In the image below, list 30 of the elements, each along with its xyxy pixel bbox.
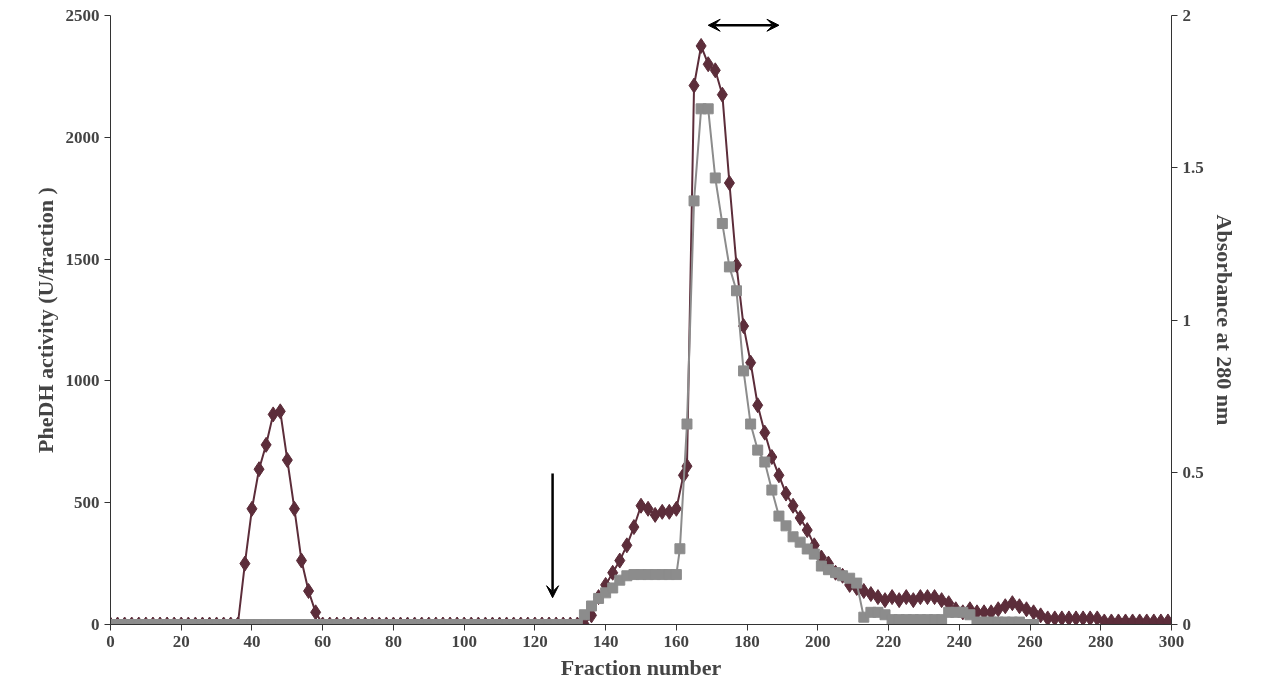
- y-tick-label: 1500: [65, 249, 100, 269]
- x-tick-label: 160: [663, 631, 690, 651]
- x-tick-label: 200: [805, 631, 831, 651]
- x-tick-label: 0: [106, 631, 115, 651]
- x-tick-label: 260: [1017, 631, 1043, 651]
- x-tick-label: 20: [172, 631, 190, 651]
- x-tick-label: 40: [243, 631, 261, 651]
- x-tick-label: 180: [734, 631, 760, 651]
- x-tick-label: 80: [384, 631, 402, 651]
- y-tick-label: 2500: [65, 6, 100, 25]
- x-tick-label: 220: [875, 631, 902, 651]
- y2-tick-label: 2: [1182, 6, 1191, 25]
- x-tick-label: 240: [946, 631, 973, 651]
- y2-tick-label: 1: [1182, 310, 1191, 330]
- x-tick-label: 100: [451, 631, 477, 651]
- y2-tick-label: 0.5: [1182, 462, 1204, 482]
- x-tick-label: 140: [592, 631, 619, 651]
- y-tick-label: 500: [74, 493, 100, 513]
- y-tick-label: 1000: [65, 371, 100, 391]
- y2-tick-label: 1.5: [1182, 158, 1204, 178]
- y-tick-label: 2000: [65, 127, 100, 147]
- y-axis-title: PheDH activity (U/fraction ): [32, 187, 58, 453]
- y-tick-label: 0: [91, 615, 100, 634]
- y2-tick-label: 0: [1182, 615, 1191, 634]
- x-tick-label: 120: [522, 631, 548, 651]
- x-tick-label: 60: [314, 631, 332, 651]
- x-tick-label: 300: [1158, 631, 1185, 651]
- y2-axis-title: Absorbance at 280 nm: [1211, 214, 1237, 426]
- x-tick-label: 280: [1088, 631, 1114, 651]
- x-axis-title: Fraction number: [560, 654, 722, 680]
